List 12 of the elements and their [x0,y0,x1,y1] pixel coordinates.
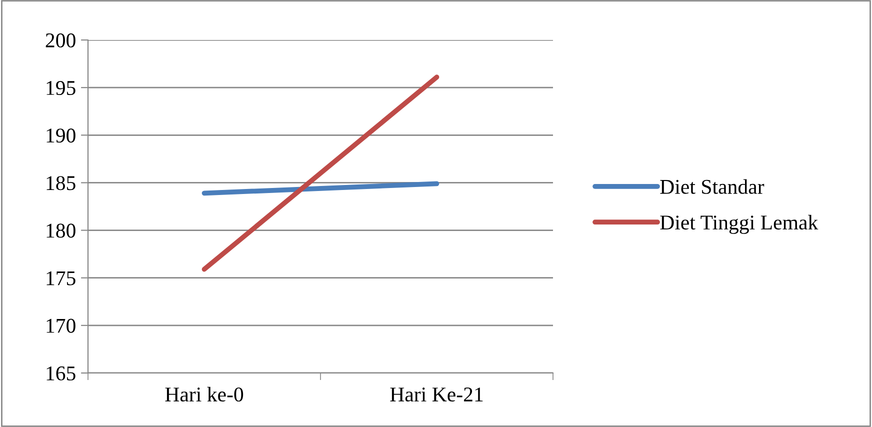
legend-label: Diet Standar [660,179,764,194]
y-tick-label: 190 [46,128,76,143]
x-tick-label: Hari Ke-21 [390,388,483,402]
y-tick-label: 170 [46,318,76,333]
y-tick-label: 185 [46,176,76,190]
y-tick-label: 175 [46,271,76,286]
y-tick-label: 180 [46,224,76,238]
y-tick-label: 195 [46,81,76,96]
x-tick-label: Hari ke-0 [165,386,244,402]
legend-label: Diet Tinggi Lemak [660,214,818,234]
y-tick-label: 200 [46,33,76,48]
y-tick-label: 165 [46,366,76,380]
